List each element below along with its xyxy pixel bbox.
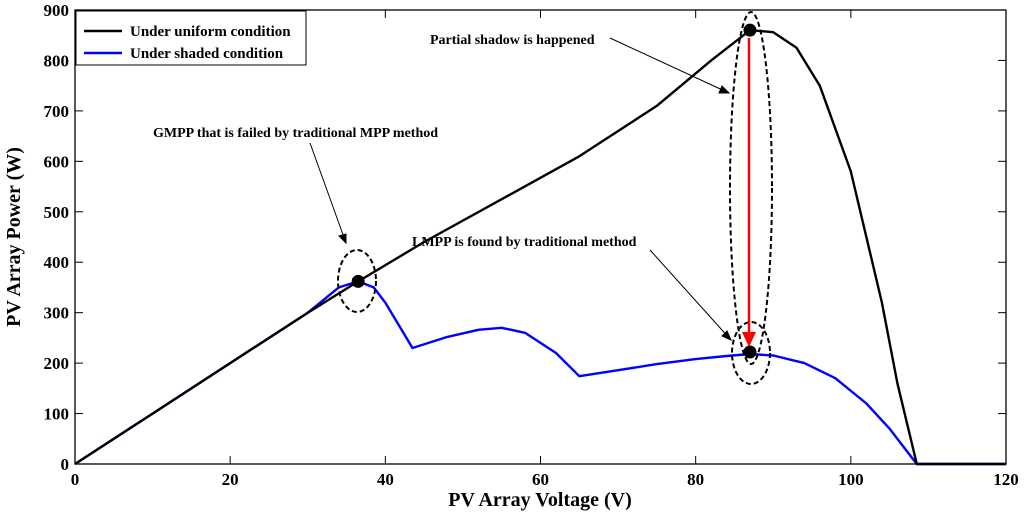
- legend: Under uniform condition Under shaded con…: [75, 10, 307, 66]
- annotation-partial-shadow: Partial shadow is happened: [430, 33, 595, 48]
- y-tick-label: 500: [44, 203, 70, 222]
- legend-label-shaded: Under shaded condition: [130, 46, 284, 62]
- x-tick-label: 100: [838, 470, 864, 489]
- marker-lmpp: [743, 345, 757, 359]
- series-line-uniform: [74, 29, 1006, 466]
- shadow-ellipse: [729, 11, 773, 365]
- annotation-pointers: [309, 37, 732, 341]
- marker-uniform-mpp: [743, 23, 757, 37]
- legend-box: [75, 10, 307, 66]
- pointer-gmpp: [309, 142, 347, 244]
- annotation-gmpp: GMPP that is failed by traditional MPP m…: [153, 126, 438, 141]
- y-tick-label: 800: [44, 51, 70, 70]
- x-tick-label: 80: [687, 470, 704, 489]
- pointer-lmpp: [649, 249, 732, 341]
- markers: [351, 23, 757, 359]
- gmpp-ellipse: [337, 249, 377, 313]
- legend-label-uniform: Under uniform condition: [130, 24, 291, 40]
- y-axis-label: PV Array Power (W): [3, 147, 25, 327]
- x-tick-label: 60: [532, 470, 549, 489]
- annotation-lmpp: LMPP is found by traditional method: [412, 235, 637, 250]
- y-tick-label: 600: [44, 152, 70, 171]
- x-tick-label: 40: [377, 470, 394, 489]
- shadow-arrow-head: [742, 332, 756, 347]
- x-tick-label: 20: [222, 470, 239, 489]
- pointer-gmpp-head: [338, 233, 347, 245]
- series-lines: [74, 29, 1006, 466]
- marker-gmpp: [351, 274, 365, 288]
- x-axis-label: PV Array Voltage (V): [448, 489, 632, 511]
- pointer-shadow-head: [718, 85, 731, 94]
- pointer-lmpp-head: [721, 330, 732, 341]
- series-line-shaded: [74, 280, 1006, 466]
- x-tick-label: 0: [71, 470, 80, 489]
- y-tick-label: 100: [44, 405, 70, 424]
- y-tick-label: 700: [44, 102, 70, 121]
- y-tick-label: 300: [44, 304, 70, 323]
- x-tick-label: 120: [993, 470, 1019, 489]
- pointer-shadow: [609, 37, 730, 94]
- y-tick-label: 200: [44, 354, 70, 373]
- y-tick-label: 400: [44, 253, 70, 272]
- lmpp-ellipse: [731, 321, 771, 385]
- y-tick-label: 900: [44, 1, 70, 20]
- axis-ticks: 0 20 40 60 80 100 120 0 100 200 300 400 500 600 700 800…: [44, 1, 1019, 489]
- y-tick-label: 0: [61, 455, 70, 474]
